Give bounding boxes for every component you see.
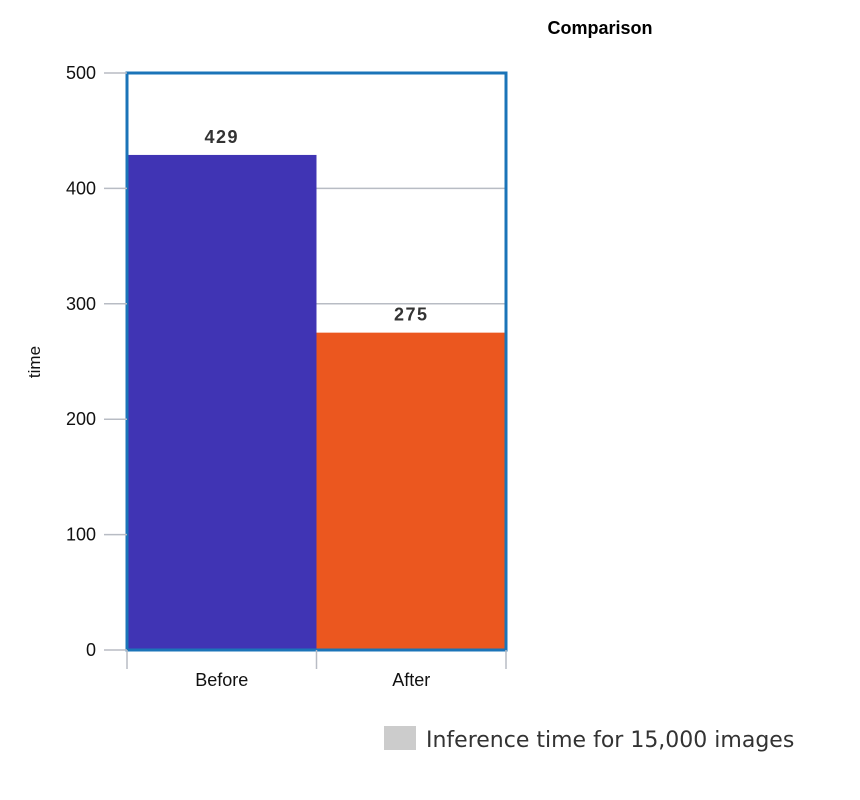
legend-label: Inference time for 15,000 images	[426, 728, 794, 753]
bar-before	[127, 154, 317, 650]
data-labels: 429 275	[204, 127, 429, 325]
y-tick-label-0: 0	[86, 640, 96, 660]
legend-swatch	[384, 726, 416, 750]
x-tick-label-after: After	[392, 670, 430, 690]
y-tick-label-400: 400	[66, 178, 96, 198]
x-tick-label-before: Before	[195, 670, 248, 690]
legend: Inference time for 15,000 images	[384, 726, 794, 753]
y-tick-label-300: 300	[66, 294, 96, 314]
bars	[127, 154, 506, 650]
x-axis-ticks: Before After	[126, 650, 507, 690]
data-label-before: 429	[204, 127, 239, 147]
y-axis-title: time	[25, 346, 44, 378]
y-tick-label-500: 500	[66, 63, 96, 83]
bar-after	[316, 332, 506, 650]
y-tick-label-100: 100	[66, 525, 96, 545]
chart-title: Comparison	[547, 18, 652, 38]
y-axis-ticks: 0 100 200 300 400 500	[66, 63, 127, 660]
data-label-after: 275	[394, 305, 429, 325]
y-tick-label-200: 200	[66, 409, 96, 429]
